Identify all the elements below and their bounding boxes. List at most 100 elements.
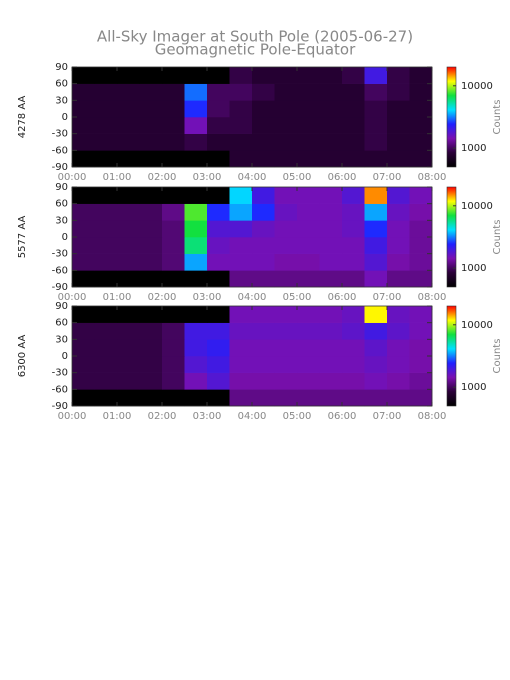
heatmap-cell: [252, 83, 275, 101]
heatmap-cell: [94, 100, 118, 118]
heatmap-cell: [387, 83, 410, 101]
heatmap-cell: [117, 356, 140, 373]
heatmap-cell: [274, 389, 298, 407]
x-tick-label: 00:00: [58, 172, 87, 183]
heatmap-cell: [184, 220, 208, 238]
heatmap-cell: [252, 253, 275, 271]
heatmap-cell: [364, 187, 388, 204]
heatmap-cell: [342, 67, 365, 84]
heatmap-cell: [139, 306, 163, 323]
y-tick-label: -30: [52, 249, 68, 260]
heatmap-cell: [229, 372, 253, 390]
heatmap-cell: [364, 133, 388, 151]
heatmap-cell: [139, 372, 163, 390]
heatmap-cell: [139, 356, 163, 373]
heatmap-cell: [274, 133, 298, 151]
heatmap-cell: [364, 203, 388, 221]
heatmap-cell: [364, 150, 388, 168]
heatmap-cell: [72, 339, 95, 357]
heatmap-cell: [274, 372, 298, 390]
colorbar-tick-label: 10000: [461, 201, 493, 212]
heatmap-cell: [342, 322, 365, 340]
heatmap-cell: [117, 67, 140, 84]
heatmap-cell: [297, 100, 320, 118]
x-tick-label: 05:00: [283, 292, 312, 303]
heatmap-cell: [184, 150, 208, 168]
heatmap-cell: [94, 203, 118, 221]
heatmap-cell: [162, 100, 185, 118]
heatmap-cell: [229, 220, 253, 238]
heatmap-cell: [184, 203, 208, 221]
y-tick-label: 30: [55, 334, 68, 345]
heatmap-cell: [162, 133, 185, 151]
heatmap-cell: [162, 117, 185, 134]
heatmap-cell: [229, 187, 253, 204]
heatmap-cell: [184, 372, 208, 390]
heatmap-cell: [94, 150, 118, 168]
x-tick-label: 01:00: [103, 411, 132, 422]
heatmap-cell: [364, 117, 388, 134]
y-tick-label: -90: [52, 162, 68, 173]
x-tick-label: 06:00: [328, 172, 357, 183]
heatmap-cell: [319, 253, 343, 271]
y-tick-label: -90: [52, 282, 68, 293]
heatmap-cell: [297, 220, 320, 238]
heatmap-cell: [297, 372, 320, 390]
heatmap-cell: [387, 133, 410, 151]
heatmap-cell: [342, 237, 365, 254]
heatmap-cell: [342, 220, 365, 238]
heatmap-cell: [364, 339, 388, 357]
heatmap-cell: [274, 220, 298, 238]
heatmap-cell: [319, 150, 343, 168]
y-tick-label: 0: [62, 112, 68, 123]
x-tick-label: 06:00: [328, 411, 357, 422]
heatmap-cell: [94, 306, 118, 323]
heatmap-cell: [252, 203, 275, 221]
heatmap-cell: [387, 150, 410, 168]
colorbar: [446, 305, 457, 407]
heatmap-cell: [409, 220, 433, 238]
heatmap-cell: [387, 117, 410, 134]
x-tick-label: 04:00: [238, 411, 267, 422]
heatmap-cell: [139, 389, 163, 407]
y-axis-label: 6300 AA: [17, 335, 28, 378]
heatmap-cell: [297, 67, 320, 84]
heatmap-cell: [207, 372, 230, 390]
x-tick-label: 00:00: [58, 411, 87, 422]
x-tick-label: 06:00: [328, 292, 357, 303]
heatmap-cell: [252, 389, 275, 407]
heatmap-cell: [319, 339, 343, 357]
x-tick-label: 07:00: [373, 292, 402, 303]
heatmap-cell: [139, 187, 163, 204]
heatmap-cell: [297, 117, 320, 134]
heatmap-cell: [117, 372, 140, 390]
heatmap-cell: [72, 133, 95, 151]
heatmap-cell: [94, 67, 118, 84]
heatmap-cell: [319, 83, 343, 101]
heatmap-cell: [207, 100, 230, 118]
x-tick-label: 03:00: [193, 172, 222, 183]
y-axis-label: 4278 AA: [17, 96, 28, 139]
heatmap-cell: [387, 322, 410, 340]
heatmap-cell: [342, 356, 365, 373]
heatmap-cell: [252, 187, 275, 204]
heatmap-cell: [117, 83, 140, 101]
x-tick-label: 05:00: [283, 172, 312, 183]
heatmap-cell: [139, 339, 163, 357]
y-tick-label: -60: [52, 384, 68, 395]
heatmap-cell: [387, 306, 410, 323]
heatmap-cell: [94, 187, 118, 204]
heatmap-cell: [297, 253, 320, 271]
heatmap-cell: [139, 117, 163, 134]
heatmap-cell: [409, 203, 433, 221]
heatmap-cell: [229, 322, 253, 340]
heatmap-cell: [342, 117, 365, 134]
heatmap-cell: [364, 220, 388, 238]
y-tick-label: -60: [52, 145, 68, 156]
heatmap-cell: [94, 372, 118, 390]
heatmap-cell: [252, 356, 275, 373]
heatmap-cell: [139, 100, 163, 118]
heatmap-cell: [387, 100, 410, 118]
heatmap-cell: [184, 133, 208, 151]
heatmap-cell: [387, 203, 410, 221]
